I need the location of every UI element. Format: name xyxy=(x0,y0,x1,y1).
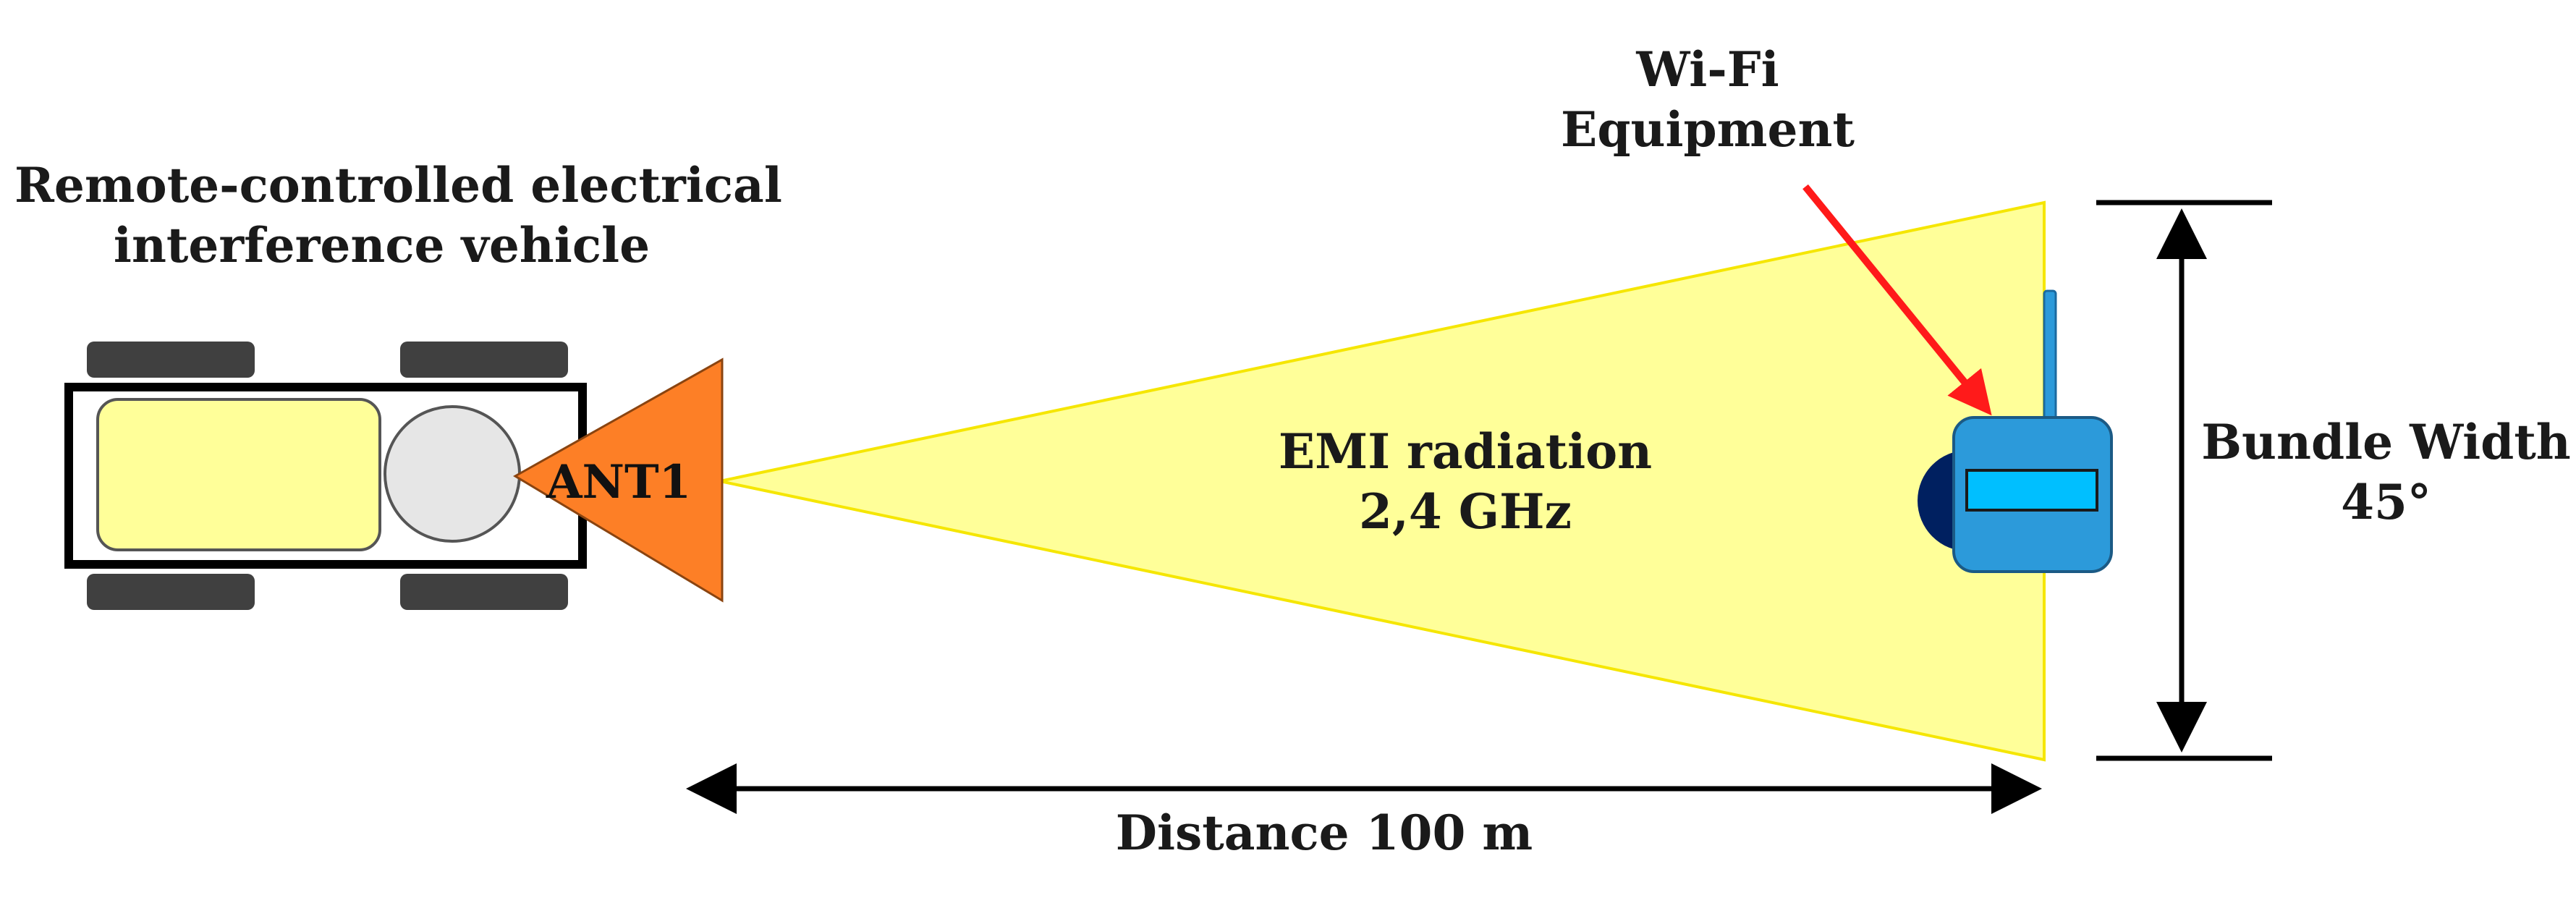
emi-radiation-line2: 2,4 GHz xyxy=(1358,483,1572,540)
wifi-title-line2: Equipment xyxy=(1561,101,1855,158)
wifi-router-icon xyxy=(1918,289,2113,573)
wifi-device-display xyxy=(1965,469,2098,512)
wheel-front-left-icon xyxy=(87,342,255,378)
emi-radiation-line1: EMI radiation xyxy=(1278,423,1653,480)
wheel-front-right-icon xyxy=(87,574,255,610)
distance-label: Distance 100 m xyxy=(1115,805,1533,861)
wifi-equipment-title: Wi-Fi Equipment xyxy=(1530,40,1885,159)
antenna-ant1-icon xyxy=(513,357,724,603)
vehicle-title-line1: Remote-controlled electrical xyxy=(14,157,782,213)
vehicle-title-line2: interference vehicle xyxy=(113,216,651,274)
bundle-width-line2: 45° xyxy=(2341,473,2431,530)
bundle-width-line1: Bundle Width xyxy=(2201,414,2571,470)
vehicle-motor-icon xyxy=(384,405,521,543)
red-pointer-arrow-icon xyxy=(1802,184,1992,416)
vehicle-title: Remote-controlled electrical interferenc… xyxy=(14,156,782,275)
antenna-label: ANT1 xyxy=(546,455,692,509)
wifi-title-line1: Wi-Fi xyxy=(1636,41,1779,98)
emi-radiation-label: EMI radiation 2,4 GHz xyxy=(1230,422,1700,541)
wheel-rear-right-icon xyxy=(400,574,568,610)
vehicle-wheels xyxy=(87,342,568,610)
vehicle-battery-block xyxy=(96,398,381,551)
wheel-rear-left-icon xyxy=(400,342,568,378)
bundle-width-label: Bundle Width 45° xyxy=(2200,412,2572,532)
